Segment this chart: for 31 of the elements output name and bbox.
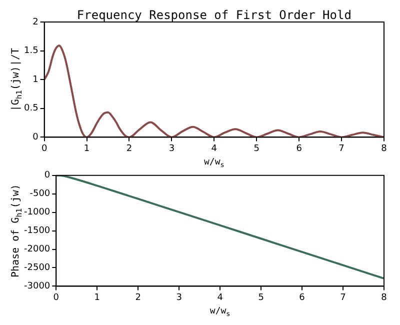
y-tick-label: 0: [44, 170, 50, 181]
x-tick-label: 4: [217, 292, 224, 303]
y-tick-label: -500: [30, 189, 50, 200]
y-tick-label: 1: [32, 74, 38, 85]
x-tick-label: 7: [340, 292, 346, 303]
x-tick-label: 4: [211, 144, 218, 154]
x-tick-label: 2: [135, 292, 141, 303]
y-tick-label: 0: [32, 132, 39, 143]
x-tick-label: 8: [381, 292, 388, 303]
y-tick-label: 2: [32, 17, 38, 28]
x-tick-label: 6: [296, 144, 302, 154]
x-tick-label: 5: [258, 292, 264, 303]
x-tick-label: 1: [94, 292, 100, 303]
x-tick-label: 1: [84, 144, 90, 154]
x-tick-label: 0: [53, 292, 60, 303]
x-tick-label: 6: [299, 292, 306, 303]
x-tick-label: 3: [176, 292, 182, 303]
y-tick-label: -1000: [24, 208, 50, 218]
x-tick-label: 3: [168, 144, 175, 154]
x-tick-label: 7: [338, 144, 344, 154]
chart-title: Frequency Response of First Order Hold: [76, 8, 352, 22]
x-tick-label: 8: [381, 144, 388, 154]
y-tick-label: 1.5: [24, 46, 38, 56]
y-tick-label: -3000: [24, 282, 50, 292]
y-tick-label: -2000: [24, 244, 50, 255]
x-tick-label: 2: [126, 144, 132, 154]
y-tick-label: -2500: [24, 263, 50, 274]
x-tick-label: 5: [254, 144, 260, 154]
line-series: [56, 175, 384, 280]
y-tick-label: -1500: [24, 226, 50, 236]
y-tick-label: 0.5: [24, 104, 38, 114]
